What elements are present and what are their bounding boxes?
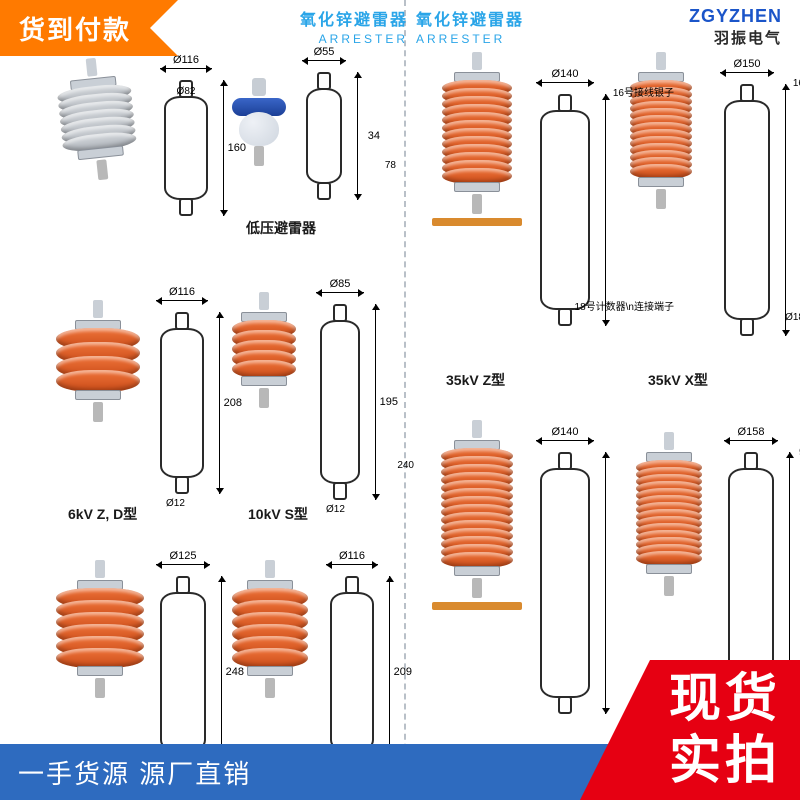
dim-35kv-z: Ø14016号接线银子18号计数器\n连接端子 <box>540 110 590 310</box>
label-10kv: 10kV S型 <box>248 504 308 524</box>
label-35kv-x: 35kV X型 <box>648 370 708 390</box>
header-right: 氧化锌避雷器 ARRESTER <box>416 6 524 46</box>
dim-bl-orange: Ø125248 <box>160 592 206 752</box>
header-left: 氧化锌避雷器 ARRESTER <box>300 6 408 46</box>
brand-block: ZGYZHEN 羽振电气 <box>689 6 782 48</box>
header-left-en: ARRESTER <box>300 32 408 46</box>
dim-grey-11shed: Ø116160Ø82 <box>164 96 208 200</box>
strip-text: 一手货源 源厂直销 <box>18 754 251 791</box>
arrester-35kv-z <box>432 52 522 226</box>
dim-10kv-orange: Ø85195Ø12240 <box>320 320 360 484</box>
brand-cn: 羽振电气 <box>689 27 782 48</box>
dim-br-orange: Ø116209 <box>330 592 374 752</box>
badge-br-line2: 实拍 <box>669 730 781 792</box>
badge-top-left: 货到付款 <box>0 0 150 56</box>
arrester-bl-orange <box>56 560 144 698</box>
arrester-35kv-x <box>630 52 692 209</box>
header-right-en: ARRESTER <box>416 32 524 46</box>
catalog-page: { "badges": { "top_left": "货到付款", "botto… <box>0 0 800 800</box>
badge-br-line1: 现货 <box>669 668 781 730</box>
header-right-cn: 氧化锌避雷器 <box>416 6 524 30</box>
vertical-divider <box>404 0 406 800</box>
brand-en: ZGYZHEN <box>689 6 782 27</box>
arrester-6kv-orange <box>56 300 140 422</box>
arrester-rb-right <box>636 432 702 596</box>
header-left-cn: 氧化锌避雷器 <box>300 6 408 30</box>
arrester-grey-11shed <box>54 54 140 183</box>
dim-6kv-orange: Ø116208Ø12 <box>160 328 204 478</box>
dim-35kv-x: Ø15016号接线银子M16高压端Ø18高压接线端 <box>724 100 770 320</box>
arrester-10kv-orange <box>232 292 296 408</box>
label-35kv-z: 35kV Z型 <box>446 370 505 390</box>
label-lv: 低压避雷器 <box>246 218 316 238</box>
badge-top-left-text: 货到付款 <box>19 10 131 47</box>
dim-lv-arrester: Ø553478 <box>306 88 342 184</box>
badge-bottom-right: 现货 实拍 <box>650 660 800 800</box>
label-6kv: 6kV Z, D型 <box>68 504 137 524</box>
arrester-rb-left <box>432 420 522 610</box>
